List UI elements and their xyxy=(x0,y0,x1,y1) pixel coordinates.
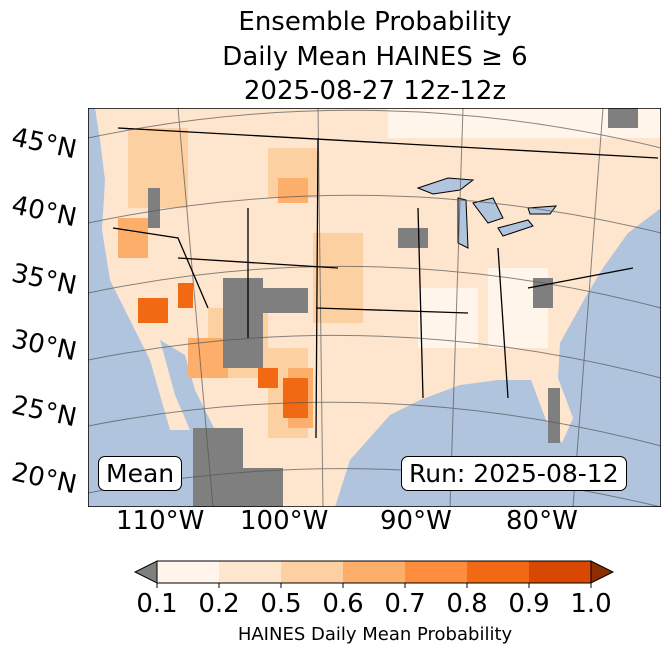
colorbar-under-arrow xyxy=(133,560,158,584)
mean-label-box: Mean xyxy=(98,456,183,491)
land xyxy=(95,108,661,507)
colorbar-bin xyxy=(405,561,468,583)
title-line-3: 2025-08-27 12z-12z xyxy=(243,76,507,106)
missing-data-areas xyxy=(148,108,638,507)
colorbar-bin xyxy=(343,561,406,583)
lon-label-100: 100°W xyxy=(240,506,329,536)
lat-label-20: 20°N xyxy=(8,457,80,501)
lat-label-30: 30°N xyxy=(8,324,80,368)
colorbar-over-arrow xyxy=(590,560,615,584)
lat-label-35: 35°N xyxy=(8,258,80,302)
colorbar-tick-label: 0.5 xyxy=(260,589,302,619)
colorbar-tick-label: 0.7 xyxy=(384,589,426,619)
run-date-box: Run: 2025-08-12 xyxy=(401,456,627,491)
colorbar-bin xyxy=(281,561,344,583)
colorbar-tick-label: 0.8 xyxy=(446,589,488,619)
colorbar xyxy=(133,560,615,588)
colorbar-bin xyxy=(529,561,592,583)
colorbar-tick-label: 0.2 xyxy=(198,589,240,619)
title-line-1: Ensemble Probability xyxy=(238,7,512,37)
lat-label-45: 45°N xyxy=(8,122,80,166)
colorbar-bin xyxy=(157,561,220,583)
high-probability-areas xyxy=(118,178,313,428)
lon-label-110: 110°W xyxy=(116,506,205,536)
colorbar-tick-label: 0.9 xyxy=(508,589,550,619)
colorbar-bin xyxy=(219,561,282,583)
state-borders xyxy=(112,127,659,439)
lon-label-80: 80°W xyxy=(506,506,578,536)
lat-label-25: 25°N xyxy=(8,390,80,434)
colorbar-bin xyxy=(467,561,530,583)
grid-lines xyxy=(88,108,661,507)
colorbar-tick-label: 1.0 xyxy=(570,589,612,619)
lon-label-90: 90°W xyxy=(380,506,452,536)
colorbar-label: HAINES Daily Mean Probability xyxy=(237,624,513,645)
colorbar-tick-label: 0.6 xyxy=(322,589,364,619)
very-high-probability-areas xyxy=(138,283,308,418)
colorbar-tick-label: 0.1 xyxy=(136,589,178,619)
lat-label-40: 40°N xyxy=(8,190,80,234)
probability-map xyxy=(88,108,661,507)
title-line-2: Daily Mean HAINES ≥ 6 xyxy=(222,42,528,72)
great-lakes xyxy=(416,177,558,249)
